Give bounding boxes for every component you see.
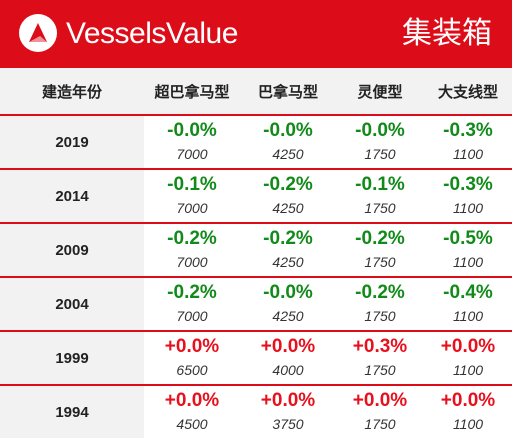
vessel-value: 1100: [452, 200, 484, 216]
vessel-value: 4250: [272, 308, 304, 324]
vessel-value: 1750: [364, 308, 396, 324]
vessel-value: 1100: [452, 416, 484, 432]
table-row: 1999 +0.0% 6500 +0.0% 4000 +0.3% 1750 +0.0% 1100: [0, 331, 512, 386]
change-percent: +0.0%: [440, 390, 496, 411]
change-percent: +0.0%: [164, 390, 220, 411]
vessel-value: 1750: [364, 200, 396, 216]
table-row: 1994 +0.0% 4500 +0.0% 3750 +0.0% 1750 +0.0% 1100: [0, 385, 512, 438]
table-header-row: 建造年份 超巴拿马型 巴拿马型 灵便型 大支线型: [0, 68, 512, 116]
vessel-value: 7000: [176, 146, 208, 162]
change-percent: -0.3%: [443, 120, 493, 141]
build-year-cell: 2014: [0, 169, 144, 224]
change-percent: -0.0%: [355, 120, 405, 141]
build-year-cell: 1999: [0, 331, 144, 386]
vessel-value: 1750: [364, 362, 396, 378]
panamax-cell: -0.2% 4250: [240, 223, 336, 278]
table-row: 2019 -0.0% 7000 -0.0% 4250 -0.0% 1750 -0.3% 1100: [0, 115, 512, 170]
change-percent: +0.0%: [352, 390, 408, 411]
change-percent: +0.0%: [164, 336, 220, 357]
feedermax-cell: -0.3% 1100: [424, 115, 512, 170]
vesselsvalue-logo-icon: [19, 14, 57, 52]
handy-cell: -0.0% 1750: [336, 115, 424, 170]
brand-name: VesselsValue: [66, 17, 238, 50]
change-percent: -0.2%: [355, 282, 405, 303]
change-percent: +0.3%: [352, 336, 408, 357]
header-bar: VesselsValue 集装箱: [0, 0, 512, 68]
build-year-cell: 2009: [0, 223, 144, 278]
column-header-handy: 灵便型: [336, 68, 424, 116]
vessel-value: 1750: [364, 254, 396, 270]
build-year-cell: 1994: [0, 385, 144, 438]
panamax-cell: +0.0% 4000: [240, 331, 336, 386]
handy-cell: +0.0% 1750: [336, 385, 424, 438]
panamax-cell: +0.0% 3750: [240, 385, 336, 438]
vessel-value: 1100: [452, 308, 484, 324]
change-percent: -0.1%: [167, 174, 217, 195]
vessel-value: 1100: [452, 146, 484, 162]
table-row: 2004 -0.2% 7000 -0.0% 4250 -0.2% 1750 -0.4% 1100: [0, 277, 512, 332]
vessel-value: 3750: [272, 416, 304, 432]
post-panamax-cell: -0.1% 7000: [144, 169, 240, 224]
table-row: 2014 -0.1% 7000 -0.2% 4250 -0.1% 1750 -0.3% 1100: [0, 169, 512, 224]
vessel-value: 4250: [272, 200, 304, 216]
feedermax-cell: +0.0% 1100: [424, 331, 512, 386]
handy-cell: -0.1% 1750: [336, 169, 424, 224]
vessel-value: 4500: [176, 416, 208, 432]
change-percent: -0.0%: [263, 120, 313, 141]
vessel-value: 1100: [452, 362, 484, 378]
vessel-value: 7000: [176, 254, 208, 270]
change-percent: -0.0%: [263, 282, 313, 303]
handy-cell: -0.2% 1750: [336, 223, 424, 278]
vessel-value: 1750: [364, 416, 396, 432]
post-panamax-cell: +0.0% 6500: [144, 331, 240, 386]
change-percent: -0.2%: [263, 174, 313, 195]
change-percent: +0.0%: [260, 390, 316, 411]
handy-cell: -0.2% 1750: [336, 277, 424, 332]
table-row: 2009 -0.2% 7000 -0.2% 4250 -0.2% 1750 -0.5% 1100: [0, 223, 512, 278]
change-percent: -0.0%: [167, 120, 217, 141]
panamax-cell: -0.2% 4250: [240, 169, 336, 224]
change-percent: -0.2%: [167, 282, 217, 303]
vessel-value: 4000: [272, 362, 304, 378]
change-percent: +0.0%: [260, 336, 316, 357]
build-year-cell: 2019: [0, 115, 144, 170]
vessel-value: 4250: [272, 146, 304, 162]
column-header-build-year: 建造年份: [0, 68, 144, 116]
valuation-table: 建造年份 超巴拿马型 巴拿马型 灵便型 大支线型 2019 -0.0% 7000 -0…: [0, 68, 512, 438]
change-percent: +0.0%: [440, 336, 496, 357]
change-percent: -0.2%: [355, 228, 405, 249]
post-panamax-cell: -0.2% 7000: [144, 277, 240, 332]
post-panamax-cell: -0.0% 7000: [144, 115, 240, 170]
change-percent: -0.4%: [443, 282, 493, 303]
column-header-panamax: 巴拿马型: [240, 68, 336, 116]
handy-cell: +0.3% 1750: [336, 331, 424, 386]
change-percent: -0.2%: [167, 228, 217, 249]
vessel-value: 1100: [452, 254, 484, 270]
panamax-cell: -0.0% 4250: [240, 115, 336, 170]
change-percent: -0.5%: [443, 228, 493, 249]
vessel-value: 6500: [176, 362, 208, 378]
vessel-value: 4250: [272, 254, 304, 270]
build-year-cell: 2004: [0, 277, 144, 332]
feedermax-cell: -0.4% 1100: [424, 277, 512, 332]
feedermax-cell: -0.3% 1100: [424, 169, 512, 224]
vessel-value: 7000: [176, 308, 208, 324]
change-percent: -0.3%: [443, 174, 493, 195]
change-percent: -0.2%: [263, 228, 313, 249]
segment-title: 集装箱: [402, 16, 492, 51]
change-percent: -0.1%: [355, 174, 405, 195]
post-panamax-cell: +0.0% 4500: [144, 385, 240, 438]
panamax-cell: -0.0% 4250: [240, 277, 336, 332]
post-panamax-cell: -0.2% 7000: [144, 223, 240, 278]
feedermax-cell: -0.5% 1100: [424, 223, 512, 278]
column-header-post-panamax: 超巴拿马型: [144, 68, 240, 116]
feedermax-cell: +0.0% 1100: [424, 385, 512, 438]
vessel-value: 7000: [176, 200, 208, 216]
vessel-value: 1750: [364, 146, 396, 162]
column-header-feedermax: 大支线型: [424, 68, 512, 116]
